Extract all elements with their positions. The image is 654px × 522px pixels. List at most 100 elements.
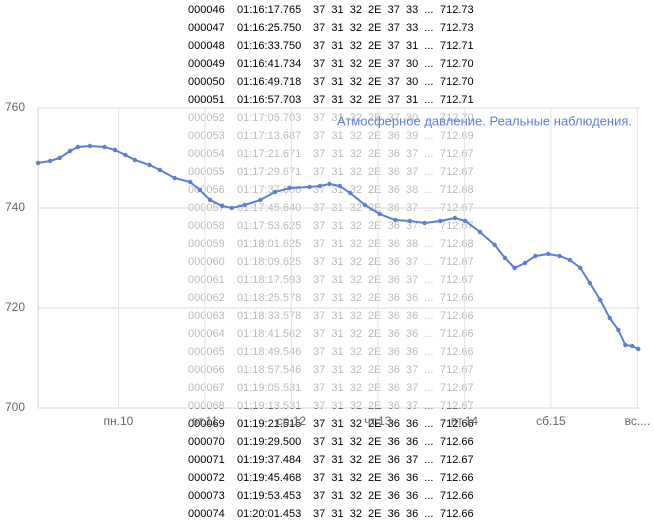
y-tick-label: 720 — [5, 300, 25, 314]
point — [546, 251, 551, 257]
point — [623, 342, 628, 348]
point — [132, 157, 138, 163]
point — [229, 205, 234, 211]
x-tick-label: пт.14 — [451, 414, 479, 428]
point — [463, 218, 468, 224]
log-cell: 37 31 32 2E 36 36 ... — [313, 436, 433, 448]
point — [452, 215, 458, 221]
log-cell: 000073 — [188, 490, 225, 502]
point — [348, 190, 353, 196]
log-cell: 000049 — [188, 58, 225, 70]
log-cell: 712.71 — [440, 40, 474, 52]
x-tick-label: пн.10 — [104, 414, 134, 428]
point — [57, 155, 62, 161]
log-cell: 37 31 32 2E 36 36 ... — [313, 472, 433, 484]
x-tick-label: сб.15 — [536, 414, 566, 428]
x-tick-label: вс.... — [625, 414, 651, 428]
point — [512, 265, 517, 271]
point — [67, 148, 73, 154]
point — [188, 179, 193, 185]
point — [75, 144, 80, 150]
point — [327, 181, 332, 187]
log-cell: 37 31 32 2E 36 36 ... — [313, 490, 433, 502]
log-cell: 37 31 32 2E 37 30 ... — [313, 58, 433, 70]
log-cell: 712.73 — [440, 4, 474, 16]
point — [258, 197, 263, 203]
point — [616, 327, 621, 333]
log-cell: 000069 — [188, 418, 225, 430]
point — [362, 202, 368, 208]
x-tick-label: вт.11 — [192, 414, 218, 428]
point — [272, 189, 278, 195]
log-cell: 01:19:21.515 — [237, 418, 301, 430]
point — [377, 211, 382, 217]
point — [636, 346, 641, 352]
point — [422, 220, 427, 226]
log-cell: 712.66 — [440, 508, 474, 520]
log-cell: 37 31 32 2E 37 33 ... — [313, 22, 433, 34]
log-cell: 37 31 32 2E 36 37 ... — [313, 454, 433, 466]
log-cell: 712.66 — [440, 436, 474, 448]
point — [477, 229, 483, 235]
log-cell: 37 31 32 2E 37 31 ... — [313, 94, 433, 106]
point — [197, 187, 202, 193]
point — [220, 203, 225, 209]
point — [287, 185, 292, 191]
log-cell: 37 31 32 2E 37 33 ... — [313, 4, 433, 16]
y-tick-label: 760 — [5, 100, 25, 114]
log-cell: 000047 — [188, 22, 225, 34]
point — [587, 280, 593, 286]
point — [102, 144, 107, 150]
log-cell: 01:16:57.703 — [237, 94, 301, 106]
point — [207, 197, 213, 203]
point — [533, 253, 538, 259]
point — [337, 183, 343, 189]
log-cell: 712.73 — [440, 22, 474, 34]
point — [172, 175, 177, 181]
chart: Атмосферное давление. Реальные наблюдени… — [5, 100, 650, 428]
log-cell: 01:19:37.484 — [237, 454, 301, 466]
log-cell: 01:16:49.718 — [237, 76, 301, 88]
log-cell: 712.67 — [440, 454, 474, 466]
point — [47, 158, 53, 164]
point — [393, 217, 398, 223]
point — [317, 183, 323, 189]
x-tick-label: чт.13 — [364, 414, 391, 428]
y-tick-label: 740 — [5, 200, 25, 214]
log-cell: 01:16:17.765 — [237, 4, 301, 16]
log-cell: 01:16:25.750 — [237, 22, 301, 34]
point — [307, 184, 312, 190]
log-cell: 712.66 — [440, 418, 474, 430]
log-cell: 712.70 — [440, 58, 474, 70]
log-cell: 000070 — [188, 436, 225, 448]
log-cell: 01:16:41.734 — [237, 58, 301, 70]
log-cell: 000048 — [188, 40, 225, 52]
log-cell: 712.71 — [440, 94, 474, 106]
point — [492, 242, 497, 248]
log-cell: 37 31 32 2E 37 30 ... — [313, 76, 433, 88]
log-cell: 01:20:01.453 — [237, 508, 301, 520]
point — [522, 260, 528, 266]
y-tick-label: 700 — [5, 400, 25, 414]
log-cell: 01:19:45.468 — [237, 472, 301, 484]
point — [598, 297, 603, 303]
log-cell: 000071 — [188, 454, 225, 466]
point — [567, 257, 573, 263]
log-cell: 000046 — [188, 4, 225, 16]
chart-title: Атмосферное давление. Реальные наблюдени… — [337, 113, 632, 128]
point — [578, 265, 583, 271]
log-cell: 01:19:29.500 — [237, 436, 301, 448]
point — [630, 343, 635, 349]
point — [87, 143, 93, 149]
line — [37, 144, 639, 350]
point — [437, 218, 443, 224]
log-cell: 000051 — [188, 94, 225, 106]
log-cell: 37 31 32 2E 37 31 ... — [313, 40, 433, 52]
point — [147, 162, 152, 168]
log-cell: 712.66 — [440, 472, 474, 484]
log-cell: 000072 — [188, 472, 225, 484]
point — [407, 218, 413, 224]
point — [123, 152, 128, 158]
point — [35, 160, 41, 166]
